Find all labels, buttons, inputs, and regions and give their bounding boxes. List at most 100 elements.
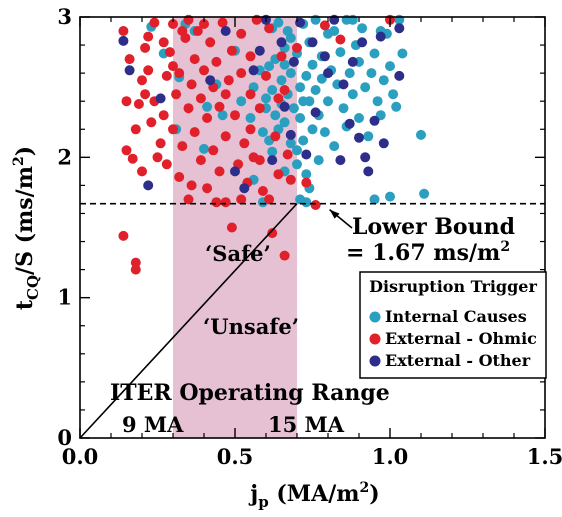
data-point-external-ohmic bbox=[195, 93, 206, 104]
legend-marker-external-other bbox=[369, 355, 381, 367]
data-point-external-ohmic bbox=[223, 75, 234, 86]
data-point-external-ohmic bbox=[214, 101, 225, 112]
data-point-external-other bbox=[335, 155, 346, 166]
data-point-internal-causes bbox=[301, 197, 312, 208]
data-point-internal-causes bbox=[261, 93, 271, 104]
y-tick-label: 2 bbox=[57, 144, 72, 169]
legend-label-external-ohmic: External - Ohmic bbox=[385, 329, 537, 348]
data-point-external-ohmic bbox=[211, 56, 222, 67]
data-point-external-ohmic bbox=[168, 19, 178, 29]
data-point-internal-causes bbox=[323, 96, 333, 107]
data-point-external-ohmic bbox=[146, 117, 157, 128]
data-point-external-ohmic bbox=[285, 174, 296, 185]
data-point-external-other bbox=[254, 45, 265, 56]
data-point-external-ohmic bbox=[226, 45, 237, 56]
data-point-internal-causes bbox=[279, 117, 290, 128]
data-point-internal-causes bbox=[270, 110, 281, 121]
data-point-external-ohmic bbox=[217, 17, 228, 28]
data-point-external-ohmic bbox=[319, 20, 330, 31]
data-point-internal-causes bbox=[363, 131, 374, 142]
data-point-external-ohmic bbox=[220, 89, 231, 100]
data-point-external-other bbox=[394, 70, 405, 81]
data-point-internal-causes bbox=[319, 127, 330, 138]
data-point-external-other bbox=[239, 183, 250, 194]
data-point-external-other bbox=[307, 37, 318, 48]
data-point-internal-causes bbox=[267, 85, 278, 95]
y-tick-label: 3 bbox=[57, 4, 72, 29]
data-point-external-ohmic bbox=[127, 153, 138, 164]
data-point-external-ohmic bbox=[121, 145, 132, 156]
data-point-internal-causes bbox=[385, 191, 395, 202]
data-point-external-ohmic bbox=[276, 51, 287, 62]
data-point-internal-causes bbox=[360, 82, 371, 93]
data-point-external-ohmic bbox=[143, 65, 154, 76]
data-point-external-ohmic bbox=[130, 124, 141, 135]
data-point-internal-causes bbox=[329, 141, 340, 152]
y-axis-title-sup: 2 bbox=[11, 156, 27, 166]
data-point-external-ohmic bbox=[158, 110, 169, 121]
x-tick-label: 0.5 bbox=[217, 444, 254, 469]
legend-marker-internal-causes bbox=[369, 311, 381, 323]
data-points-layer bbox=[118, 14, 430, 275]
legend: Disruption Trigger Internal Causes Exter… bbox=[359, 271, 547, 379]
x-axis-title-sub: p bbox=[258, 493, 269, 511]
data-point-internal-causes bbox=[267, 146, 278, 157]
data-point-external-ohmic bbox=[171, 89, 182, 100]
data-point-external-other bbox=[357, 37, 368, 48]
annotation-lower-bound-value: = 1.67 ms/m bbox=[346, 240, 500, 266]
plot-border bbox=[79, 16, 546, 439]
data-point-external-ohmic bbox=[192, 26, 203, 36]
data-point-external-ohmic bbox=[189, 127, 200, 138]
data-point-internal-causes bbox=[301, 70, 312, 81]
data-point-external-ohmic bbox=[183, 103, 194, 114]
data-point-external-other bbox=[378, 138, 389, 149]
data-point-external-ohmic bbox=[202, 113, 213, 123]
reference-lines-layer bbox=[79, 202, 545, 439]
data-point-external-ohmic bbox=[301, 177, 312, 188]
y-axis-title-rest: /S (ms/m bbox=[12, 166, 38, 275]
data-point-internal-causes bbox=[279, 59, 290, 70]
data-point-external-ohmic bbox=[137, 166, 147, 177]
data-point-external-ohmic bbox=[168, 124, 178, 135]
data-point-external-ohmic bbox=[124, 54, 135, 65]
data-point-external-other bbox=[285, 129, 296, 140]
data-point-external-ohmic bbox=[257, 186, 268, 196]
legend-label-internal-causes: Internal Causes bbox=[385, 307, 527, 326]
data-point-internal-causes bbox=[292, 145, 302, 156]
x-tick-label: 1.0 bbox=[372, 444, 409, 469]
data-point-internal-causes bbox=[285, 68, 296, 79]
data-point-external-other bbox=[394, 23, 405, 34]
data-point-internal-causes bbox=[292, 159, 302, 170]
data-point-internal-causes bbox=[344, 68, 355, 79]
data-point-internal-causes bbox=[298, 135, 309, 146]
data-point-external-other bbox=[347, 56, 358, 67]
data-point-external-ohmic bbox=[282, 149, 293, 160]
data-point-external-ohmic bbox=[186, 79, 197, 90]
annotation-lower-bound-sup: 2 bbox=[500, 239, 510, 255]
y-axis-title: tCQ/S (ms/m2) bbox=[11, 146, 42, 310]
y-tick-label: 1 bbox=[57, 285, 72, 310]
data-point-external-ohmic bbox=[261, 70, 271, 81]
data-point-external-ohmic bbox=[279, 85, 290, 95]
data-point-internal-causes bbox=[329, 26, 340, 36]
data-point-external-ohmic bbox=[202, 183, 213, 194]
data-point-internal-causes bbox=[338, 103, 349, 114]
data-point-external-other bbox=[205, 75, 216, 86]
annotation-lower-bound-line1: Lower Bound bbox=[352, 214, 515, 240]
data-point-external-ohmic bbox=[199, 65, 209, 76]
data-point-external-ohmic bbox=[254, 103, 265, 114]
data-point-external-ohmic bbox=[161, 159, 172, 170]
data-point-external-ohmic bbox=[236, 194, 247, 205]
data-point-external-ohmic bbox=[310, 200, 321, 210]
data-point-external-ohmic bbox=[292, 42, 302, 53]
data-point-external-ohmic bbox=[140, 89, 151, 100]
data-point-external-ohmic bbox=[195, 155, 206, 166]
data-point-external-ohmic bbox=[133, 99, 144, 109]
data-point-internal-causes bbox=[388, 89, 399, 100]
data-point-internal-causes bbox=[257, 127, 268, 138]
data-point-external-other bbox=[143, 180, 154, 191]
y-axis-title-main: t bbox=[12, 299, 38, 310]
data-point-external-ohmic bbox=[245, 51, 256, 62]
data-point-external-ohmic bbox=[208, 145, 219, 156]
data-point-external-other bbox=[118, 35, 129, 46]
